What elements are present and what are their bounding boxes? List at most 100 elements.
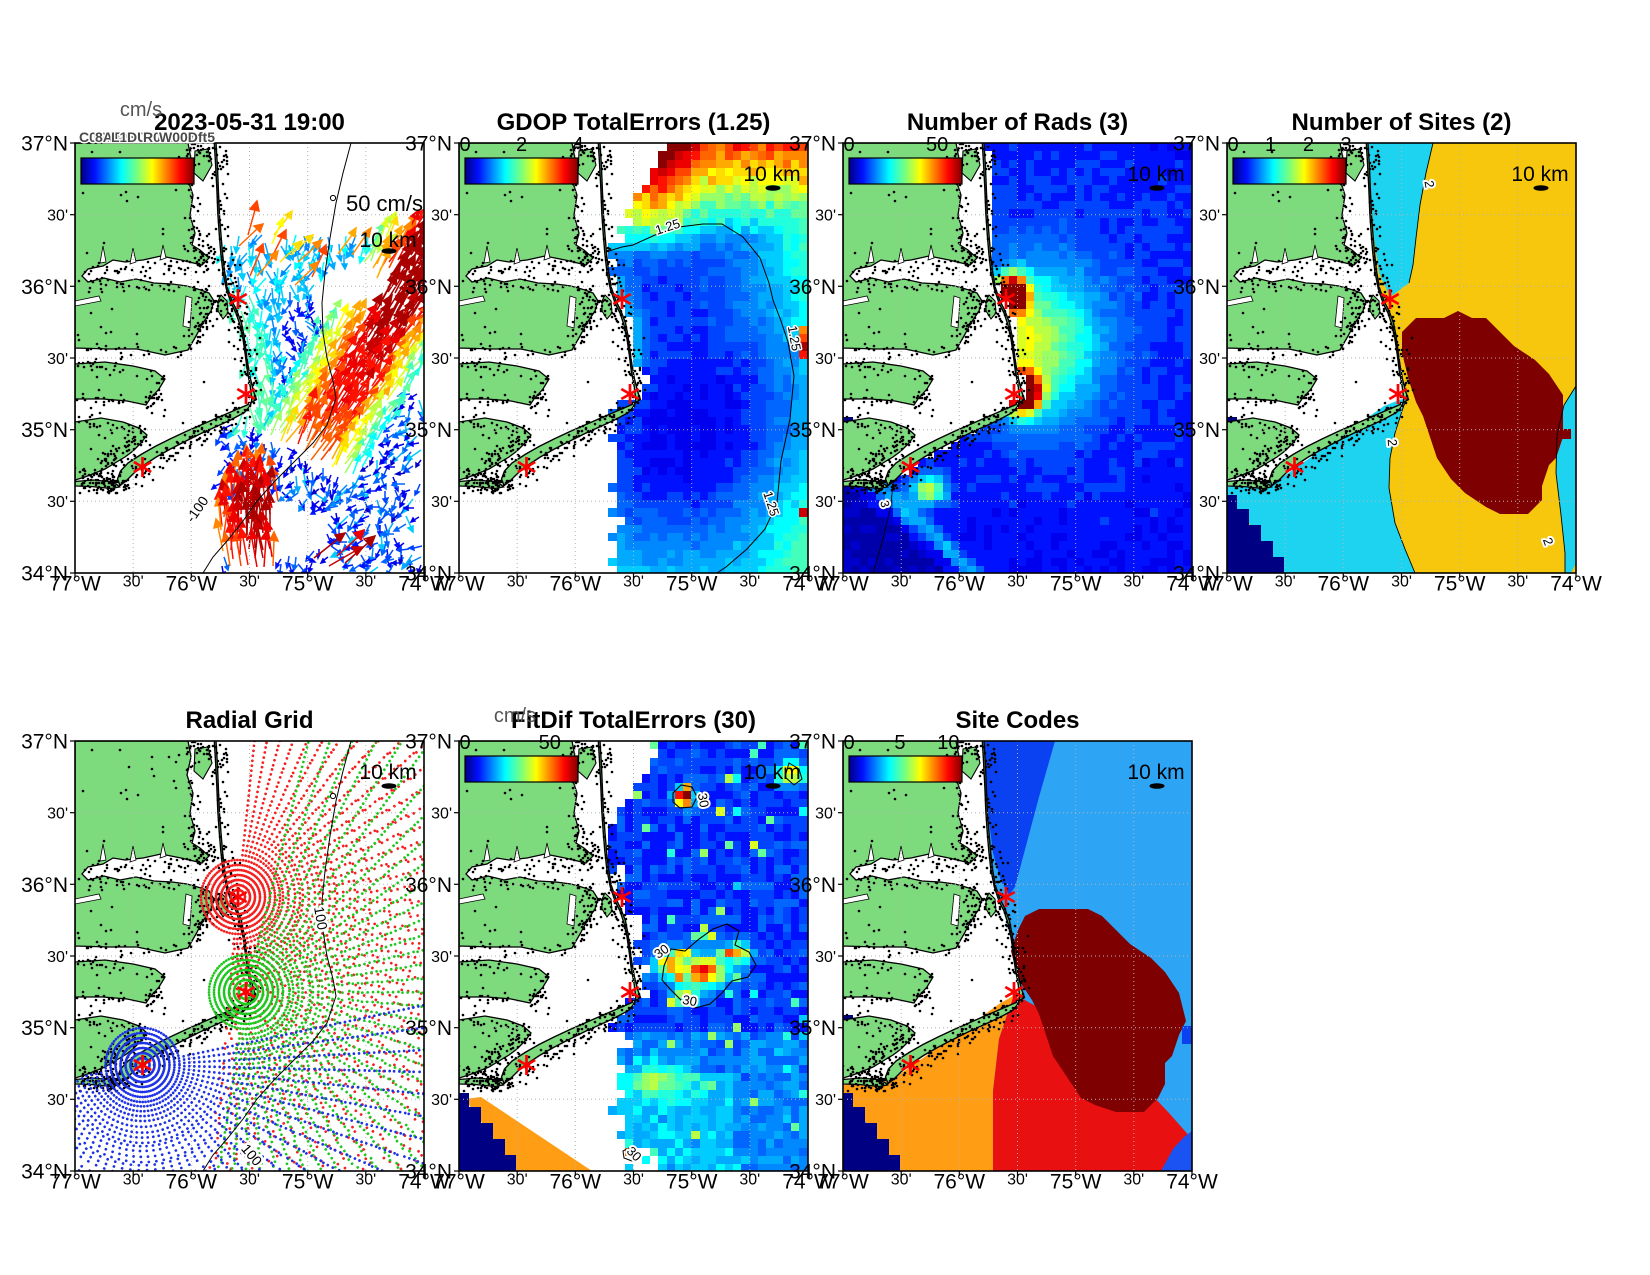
svg-text:77°W: 77°W [433,1171,485,1194]
svg-text:30': 30' [507,574,528,591]
svg-text:3: 3 [1340,134,1351,156]
svg-text:36°N: 36°N [21,276,68,299]
svg-text:30: 30 [695,792,712,809]
svg-text:74°W: 74°W [782,573,834,596]
svg-text:W00Dft5: W00Dft5 [159,129,215,145]
svg-text:30': 30' [623,574,644,591]
svg-text:30': 30' [47,805,68,822]
svg-text:30: 30 [681,992,698,1009]
svg-text:30': 30' [1123,1172,1144,1189]
svg-text:10 km: 10 km [743,761,800,784]
svg-text:30': 30' [891,1172,912,1189]
svg-text:30': 30' [431,207,452,224]
svg-text:30': 30' [239,574,260,591]
svg-text:74°W: 74°W [398,1171,450,1194]
svg-text:8ATY50ft: 8ATY50ft [95,129,155,145]
svg-text:30': 30' [815,494,836,511]
svg-text:30': 30' [47,949,68,966]
svg-text:Number of Rads (3): Number of Rads (3) [907,109,1128,136]
svg-text:74°W: 74°W [1166,1171,1218,1194]
svg-text:30': 30' [1007,574,1028,591]
svg-text:77°W: 77°W [817,1171,869,1194]
svg-text:35°N: 35°N [405,419,452,442]
svg-text:30': 30' [507,1172,528,1189]
svg-text:30': 30' [47,1092,68,1109]
svg-text:75°W: 75°W [666,1171,718,1194]
svg-text:76°W: 76°W [550,573,602,596]
svg-text:37°N: 37°N [405,133,452,156]
svg-text:DUCKtts5: DUCKtts5 [127,129,193,145]
svg-text:76°W: 76°W [166,1171,218,1194]
svg-text:37°N: 37°N [405,731,452,754]
svg-text:10 km: 10 km [1511,163,1568,186]
svg-text:50: 50 [926,134,948,156]
svg-text:34°N: 34°N [789,563,836,586]
svg-text:36°N: 36°N [405,874,452,897]
svg-text:36°N: 36°N [21,874,68,897]
svg-text:77°W: 77°W [1201,573,1253,596]
svg-text:76°W: 76°W [550,1171,602,1194]
svg-text:30': 30' [1199,351,1220,368]
svg-text:R0DAhna5: R0DAhna5 [143,129,214,145]
svg-text:0: 0 [1227,134,1238,156]
svg-text:30': 30' [815,805,836,822]
svg-text:30': 30' [1199,207,1220,224]
svg-text:30': 30' [431,949,452,966]
svg-text:35°N: 35°N [21,419,68,442]
svg-text:30': 30' [1199,494,1220,511]
svg-text:10 km: 10 km [359,761,416,784]
svg-text:L1SL35s0: L1SL35s0 [111,129,177,145]
svg-text:37°N: 37°N [789,731,836,754]
svg-text:34°N: 34°N [21,1161,68,1184]
svg-text:30': 30' [815,207,836,224]
svg-text:cm/s: cm/s [120,99,162,121]
svg-text:50 cm/s: 50 cm/s [346,191,423,216]
svg-text:36°N: 36°N [405,276,452,299]
svg-text:74°W: 74°W [398,573,450,596]
svg-text:74°W: 74°W [1550,573,1602,596]
svg-text:37°N: 37°N [21,731,68,754]
svg-text:30': 30' [123,1172,144,1189]
svg-text:30': 30' [47,351,68,368]
svg-text:34°N: 34°N [405,1161,452,1184]
svg-text:30': 30' [815,1092,836,1109]
svg-text:30': 30' [815,949,836,966]
svg-text:5: 5 [894,732,905,754]
svg-text:2: 2 [1385,438,1401,447]
svg-text:30': 30' [431,805,452,822]
svg-text:76°W: 76°W [934,1171,986,1194]
svg-text:Number of Sites (2): Number of Sites (2) [1291,109,1511,136]
svg-text:30': 30' [891,574,912,591]
svg-text:75°W: 75°W [1050,573,1102,596]
svg-text:0: 0 [843,134,854,156]
svg-text:77°W: 77°W [49,573,101,596]
svg-text:4: 4 [572,134,583,156]
svg-text:0: 0 [459,134,470,156]
svg-text:30': 30' [1507,574,1528,591]
svg-text:30': 30' [1007,1172,1028,1189]
svg-text:0: 0 [459,732,470,754]
svg-text:30': 30' [1123,574,1144,591]
svg-text:77°W: 77°W [817,573,869,596]
svg-text:34°N: 34°N [1173,563,1220,586]
svg-text:30': 30' [47,494,68,511]
svg-text:30': 30' [739,574,760,591]
svg-text:35°N: 35°N [1173,419,1220,442]
svg-text:36°N: 36°N [1173,276,1220,299]
svg-text:cm/s: cm/s [494,705,536,727]
svg-text:75°W: 75°W [282,573,334,596]
svg-text:74°W: 74°W [782,1171,834,1194]
svg-text:10 km: 10 km [359,229,416,252]
svg-text:10 km: 10 km [743,163,800,186]
svg-text:50: 50 [539,732,561,754]
svg-text:37°N: 37°N [21,133,68,156]
svg-text:75°W: 75°W [666,573,718,596]
svg-text:77°W: 77°W [49,1171,101,1194]
svg-text:30': 30' [123,574,144,591]
svg-text:2: 2 [516,134,527,156]
svg-text:30': 30' [47,207,68,224]
svg-text:34°N: 34°N [789,1161,836,1184]
svg-text:75°W: 75°W [282,1171,334,1194]
svg-text:2: 2 [1303,134,1314,156]
svg-text:30': 30' [355,574,376,591]
